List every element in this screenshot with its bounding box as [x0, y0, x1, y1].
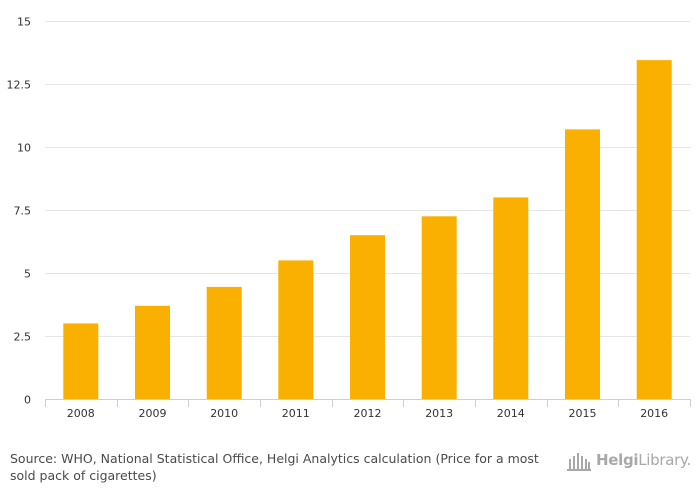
- x-axis: 2008 2009 2010 2011 2012 2013 2014 2015 2016: [45, 399, 691, 420]
- source-text: WHO, National Statistical Office, Helgi …: [10, 451, 539, 483]
- x-tick-label: 2014: [497, 407, 525, 420]
- bars: [63, 60, 672, 399]
- bar-2008: [63, 323, 99, 399]
- bar-2012: [350, 235, 385, 399]
- bar-2015: [565, 129, 600, 399]
- y-tick-label: 15: [17, 16, 31, 29]
- y-tick-label: 5: [24, 268, 31, 281]
- source-prefix: Source:: [10, 451, 58, 466]
- x-tick-label: 2015: [569, 407, 597, 420]
- source-note: Source: WHO, National Statistical Office…: [10, 450, 540, 484]
- y-tick-label: 0: [24, 394, 31, 407]
- x-tick-label: 2011: [282, 407, 310, 420]
- x-tick-label: 2008: [67, 407, 95, 420]
- bar-2009: [135, 305, 170, 399]
- y-tick-label: 12.5: [7, 79, 32, 92]
- y-tick-label: 7.5: [14, 205, 32, 218]
- helgi-library-logo: HelgiLibrary.: [566, 446, 692, 474]
- x-tick-label: 2016: [640, 407, 668, 420]
- x-tick-label: 2013: [425, 407, 453, 420]
- logo-text-bold: Helgi: [596, 451, 639, 469]
- logo-text-rest: Library.: [638, 451, 691, 469]
- logo-text: HelgiLibrary.: [596, 451, 691, 469]
- x-tick-label: 2012: [354, 407, 382, 420]
- y-axis-ticks: 0 2.5 5 7.5 10 12.5 15: [7, 16, 32, 407]
- x-tick-label: 2009: [139, 407, 167, 420]
- y-tick-label: 2.5: [14, 331, 32, 344]
- bar-2010: [206, 286, 242, 399]
- x-tick-label: 2010: [210, 407, 238, 420]
- bar-chart: 0 2.5 5 7.5 10 12.5 15 2008 2009 2010 2011 2012 201…: [7, 16, 691, 420]
- bar-2013: [421, 216, 457, 399]
- library-building-icon: [567, 453, 591, 471]
- bar-2016: [636, 60, 672, 399]
- bar-2014: [493, 197, 529, 399]
- y-tick-label: 10: [17, 142, 31, 155]
- bar-2011: [278, 260, 314, 399]
